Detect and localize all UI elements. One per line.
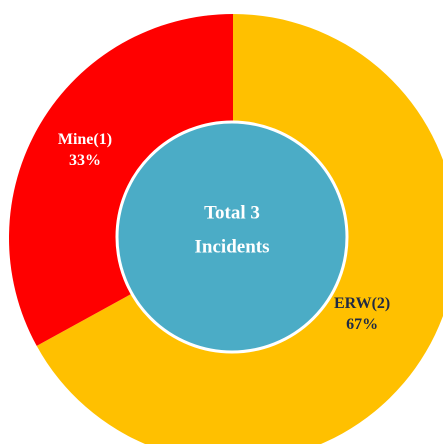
slice-value-label: 67% bbox=[346, 316, 378, 333]
slice-label: ERW(2) bbox=[334, 295, 390, 312]
center-text: Total 3 bbox=[204, 202, 260, 223]
center-circle bbox=[115, 120, 349, 354]
slice-label: Mine(1) bbox=[58, 131, 112, 148]
slice-value-label: 33% bbox=[69, 152, 101, 169]
center-text: Incidents bbox=[195, 236, 270, 257]
